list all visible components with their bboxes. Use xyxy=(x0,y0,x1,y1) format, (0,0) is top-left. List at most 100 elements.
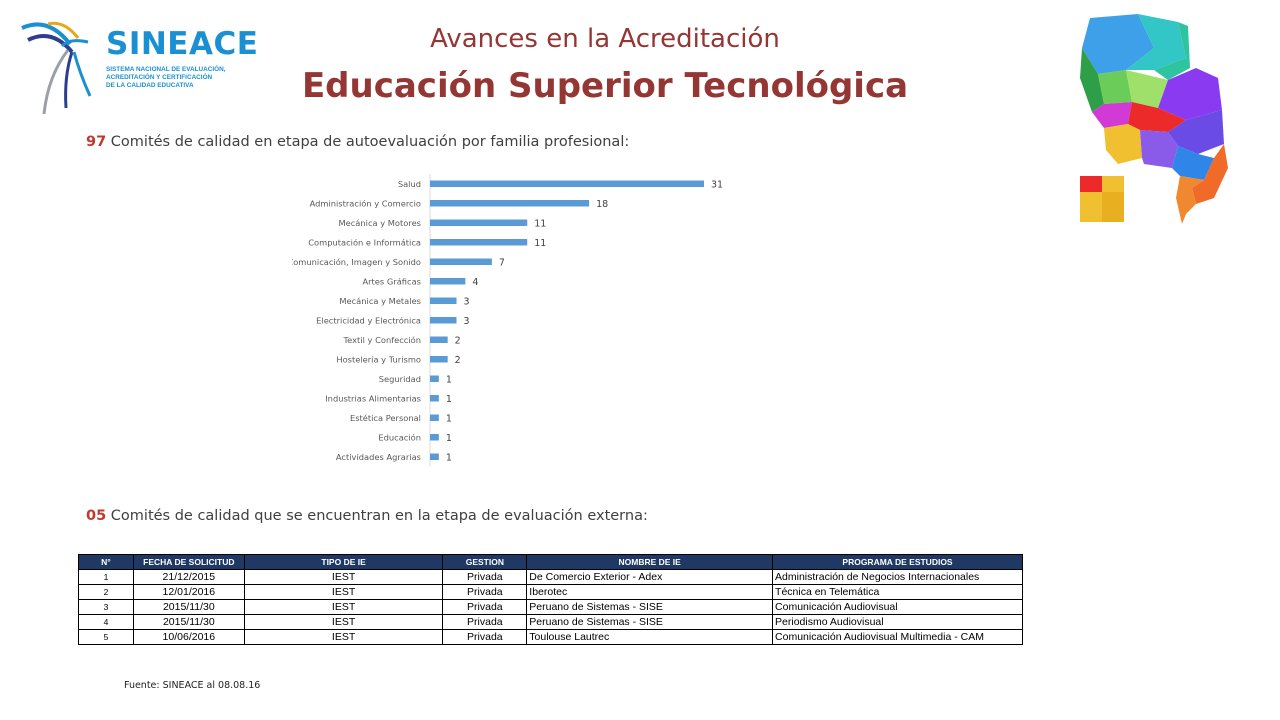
gestion: Privada xyxy=(442,629,528,645)
bar-data-label: 2 xyxy=(455,355,461,366)
table-row: 5 10/06/2016 IEST Privada Toulouse Lautr… xyxy=(78,629,1023,645)
column-header: NOMBRE DE IE xyxy=(526,554,774,570)
table-row: 1 21/12/2015 IEST Privada De Comercio Ex… xyxy=(78,569,1023,585)
bar-data-label: 1 xyxy=(446,413,452,424)
fecha-solicitud: 21/12/2015 xyxy=(132,569,245,585)
tipo-ie: IEST xyxy=(243,629,444,645)
fecha-solicitud: 2015/11/30 xyxy=(132,614,245,630)
evaluacion-externa-text: Comités de calidad que se encuentran en … xyxy=(106,508,648,524)
bar xyxy=(430,453,439,460)
programa-estudios: Administración de Negocios Internacional… xyxy=(772,569,1023,585)
gestion: Privada xyxy=(442,584,528,600)
bar xyxy=(430,395,439,402)
nombre-ie: Peruano de Sistemas - SISE xyxy=(526,614,774,630)
gestion: Privada xyxy=(442,599,528,615)
row-number: 5 xyxy=(78,629,134,645)
bar-data-label: 31 xyxy=(711,179,723,190)
column-header: GESTION xyxy=(442,554,528,570)
category-tick-label: Textil y Confección xyxy=(343,335,422,345)
bar-data-label: 11 xyxy=(534,238,546,249)
tipo-ie: IEST xyxy=(243,569,444,585)
nombre-ie: Peruano de Sistemas - SISE xyxy=(526,599,774,615)
tipo-ie: IEST xyxy=(243,584,444,600)
bar-data-label: 1 xyxy=(446,433,452,444)
bar xyxy=(430,200,590,207)
bar-data-label: 7 xyxy=(499,257,505,268)
category-tick-label: Artes Gráficas xyxy=(362,276,421,286)
sineace-logo: SINEACE SISTEMA NACIONAL DE EVALUACIÓN, … xyxy=(18,16,258,116)
row-number: 3 xyxy=(78,599,134,615)
programa-estudios: Comunicación Audiovisual xyxy=(772,599,1023,615)
evaluacion-externa-count: 05 xyxy=(86,508,107,524)
nombre-ie: De Comercio Exterior - Adex xyxy=(526,569,774,585)
bar-data-label: 1 xyxy=(446,374,452,385)
fecha-solicitud: 10/06/2016 xyxy=(132,629,245,645)
table-row: 2 12/01/2016 IEST Privada Iberotec Técni… xyxy=(78,584,1023,600)
bar xyxy=(430,219,528,226)
row-number: 1 xyxy=(78,569,134,585)
bar xyxy=(430,239,528,246)
table-row: 4 2015/11/30 IEST Privada Peruano de Sis… xyxy=(78,614,1023,630)
bar xyxy=(430,434,439,441)
evaluacion-externa-table: N° FECHA DE SOLICITUD TIPO DE IE GESTION… xyxy=(78,554,1023,645)
column-header: TIPO DE IE xyxy=(243,554,444,570)
bar xyxy=(430,375,439,382)
bar xyxy=(430,317,457,324)
programa-estudios: Técnica en Telemática xyxy=(772,584,1023,600)
page-subtitle: Educación Superior Tecnológica xyxy=(301,66,909,106)
gestion: Privada xyxy=(442,569,528,585)
category-tick-label: Seguridad xyxy=(379,374,421,384)
tipo-ie: IEST xyxy=(243,599,444,615)
category-tick-label: Hostelería y Turismo xyxy=(336,354,421,364)
table-row: 3 2015/11/30 IEST Privada Peruano de Sis… xyxy=(78,599,1023,615)
peru-regions-map xyxy=(1068,8,1238,228)
gestion: Privada xyxy=(442,614,528,630)
bar xyxy=(430,258,492,265)
category-tick-label: Salud xyxy=(398,179,421,189)
section-autoevaluacion-heading: 97 Comités de calidad en etapa de autoev… xyxy=(86,134,629,150)
fecha-solicitud: 2015/11/30 xyxy=(132,599,245,615)
bar-data-label: 1 xyxy=(446,452,452,463)
category-tick-label: Estética Personal xyxy=(350,413,421,423)
bar-data-label: 11 xyxy=(534,218,546,229)
autoevaluacion-count: 97 xyxy=(86,134,107,150)
category-tick-label: Electricidad y Electrónica xyxy=(316,315,421,325)
row-number: 4 xyxy=(78,614,134,630)
tipo-ie: IEST xyxy=(243,614,444,630)
nombre-ie: Toulouse Lautrec xyxy=(526,629,774,645)
logo-subtitle: SISTEMA NACIONAL DE EVALUACIÓN, ACREDITA… xyxy=(106,66,256,90)
bar-data-label: 2 xyxy=(455,335,461,346)
column-header: FECHA DE SOLICITUD xyxy=(132,554,245,570)
bar xyxy=(430,297,457,304)
logo-subtitle-line: ACREDITACIÓN Y CERTIFICACIÓN xyxy=(106,74,213,81)
section-evaluacion-externa-heading: 05 Comités de calidad que se encuentran … xyxy=(86,508,648,524)
logo-subtitle-line: SISTEMA NACIONAL DE EVALUACIÓN, xyxy=(106,66,226,73)
bar-data-label: 1 xyxy=(446,394,452,405)
page-title: Avances en la Acreditación xyxy=(430,24,780,54)
bar-data-label: 3 xyxy=(464,296,470,307)
bar xyxy=(430,180,704,187)
column-header: PROGRAMA DE ESTUDIOS xyxy=(772,554,1023,570)
column-header: N° xyxy=(78,554,134,570)
category-tick-label: Educación xyxy=(378,432,421,442)
source-note: Fuente: SINEACE al 08.08.16 xyxy=(124,680,261,691)
programa-estudios: Periodismo Audiovisual xyxy=(772,614,1023,630)
bar xyxy=(430,414,439,421)
sineace-bird-icon xyxy=(21,21,92,115)
bar-data-label: 3 xyxy=(464,316,470,327)
category-tick-label: Comunicación, Imagen y Sonido xyxy=(292,257,421,267)
bar-data-label: 18 xyxy=(596,199,608,210)
category-tick-label: Administración y Comercio xyxy=(310,198,421,208)
bar xyxy=(430,278,466,285)
fecha-solicitud: 12/01/2016 xyxy=(132,584,245,600)
logo-name: SINEACE xyxy=(106,26,259,62)
category-tick-label: Mecánica y Metales xyxy=(339,296,421,306)
bar xyxy=(430,356,448,363)
nombre-ie: Iberotec xyxy=(526,584,774,600)
bar xyxy=(430,336,448,343)
logo-subtitle-line: DE LA CALIDAD EDUCATIVA xyxy=(106,82,194,89)
peru-map-image xyxy=(1080,14,1228,224)
category-tick-label: Computación e Informática xyxy=(308,237,421,247)
bar-data-label: 4 xyxy=(472,277,478,288)
